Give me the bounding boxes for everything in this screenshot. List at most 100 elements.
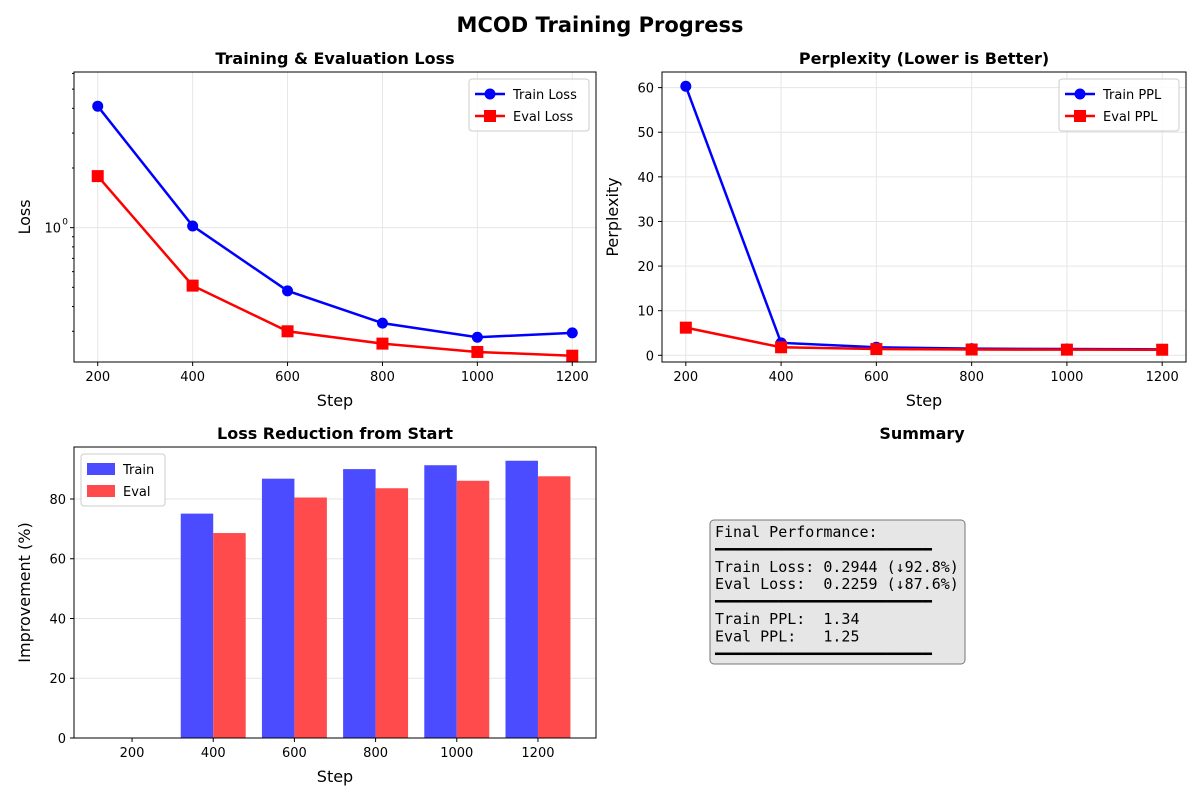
legend-box	[468, 78, 590, 132]
x-tick-label: 400	[201, 746, 226, 761]
bar	[537, 476, 571, 738]
legend-label: Eval Loss	[513, 110, 573, 125]
summary-line: ━━━━━━━━━━━━━━━━━━━━━━━━	[714, 593, 933, 611]
y-tick-label: 0	[646, 349, 654, 364]
data-point	[870, 343, 883, 356]
bar	[375, 488, 409, 738]
data-point	[187, 220, 199, 232]
y-tick-label: 40	[637, 171, 654, 186]
x-tick-label: 1000	[1050, 370, 1083, 385]
data-point	[566, 327, 578, 339]
y-tick-exponent: 0	[62, 218, 68, 228]
x-tick-label: 600	[275, 370, 300, 385]
y-tick-label: 60	[49, 553, 66, 568]
bar	[294, 497, 327, 738]
data-point	[679, 321, 692, 334]
summary-panel: Summary Final Performance:━━━━━━━━━━━━━━…	[709, 424, 966, 665]
y-axis-label: Perplexity	[603, 177, 622, 256]
series-line	[96, 175, 573, 357]
data-point	[1156, 343, 1169, 356]
data-point	[965, 343, 978, 356]
summary-line: Final Performance:	[715, 523, 878, 541]
x-tick-label: 600	[864, 370, 889, 385]
x-axis-label: Step	[317, 391, 353, 410]
y-tick-label: 20	[637, 260, 654, 275]
summary-line: Train Loss: 0.2944 (↓92.8%)	[715, 558, 959, 576]
legend-marker	[1074, 88, 1086, 100]
bar	[343, 469, 376, 738]
summary-text: Final Performance:━━━━━━━━━━━━━━━━━━━━━━…	[714, 523, 959, 663]
y-tick-label: 0	[58, 732, 66, 747]
chart-title: Perplexity (Lower is Better)	[799, 49, 1049, 68]
chart-title: Training & Evaluation Loss	[215, 49, 454, 68]
data-point	[282, 285, 294, 297]
axes-frame	[73, 71, 597, 363]
legend-label: Eval	[123, 485, 151, 500]
x-tick-label: 800	[959, 370, 984, 385]
legend-box	[1058, 78, 1180, 132]
data-point	[281, 325, 294, 338]
data-point	[471, 331, 483, 343]
chart-title: Loss Reduction from Start	[217, 424, 453, 443]
y-axis-label: Loss	[15, 199, 34, 234]
data-point	[91, 170, 104, 183]
data-point	[775, 341, 788, 354]
legend-label: Eval PPL	[1103, 110, 1158, 125]
figure-title: MCOD Training Progress	[457, 13, 744, 37]
x-tick-label: 1000	[440, 746, 473, 761]
y-tick-label: 10	[637, 305, 654, 320]
series-line	[685, 326, 1163, 351]
y-tick-label: 40	[49, 612, 66, 627]
bar	[505, 460, 538, 738]
loss-reduction-chart: 0 20 40 60 80 200 400 600 800 1000 1200 Loss Reduct…	[15, 424, 597, 786]
legend-marker	[1074, 110, 1086, 122]
x-tick-label: 200	[673, 370, 698, 385]
loss-chart: 200 400 600 800 1000 1200 10 0 Training & Evalua…	[15, 49, 597, 410]
legend-swatch	[87, 463, 115, 475]
x-axis-label: Step	[317, 767, 353, 786]
series-line	[96, 105, 573, 339]
legend-swatch	[87, 485, 115, 497]
axes-frame	[661, 71, 1187, 363]
bar	[180, 513, 214, 738]
y-tick-label: 30	[637, 215, 654, 230]
y-tick-label: 20	[49, 672, 66, 687]
summary-line: ━━━━━━━━━━━━━━━━━━━━━━━━	[714, 645, 933, 663]
x-axis-label: Step	[906, 391, 942, 410]
perplexity-chart: 200 400 600 800 1000 1200 0 10 20 30 40 50 60 Perplex…	[603, 49, 1187, 410]
data-point	[186, 279, 199, 292]
x-tick-label: 1000	[461, 370, 494, 385]
x-tick-label: 200	[120, 746, 145, 761]
bar	[213, 533, 246, 738]
x-tick-label: 1200	[521, 746, 554, 761]
x-tick-label: 400	[769, 370, 794, 385]
summary-line: Eval Loss: 0.2259 (↓87.6%)	[715, 575, 959, 593]
summary-line: Train PPL: 1.34	[715, 610, 860, 628]
summary-line: ━━━━━━━━━━━━━━━━━━━━━━━━	[714, 540, 933, 558]
summary-title: Summary	[879, 424, 965, 443]
legend-marker	[484, 110, 496, 122]
summary-line: Eval PPL: 1.25	[715, 627, 860, 645]
y-tick-label: 60	[637, 82, 654, 97]
axes-frame	[73, 446, 597, 739]
x-tick-label: 800	[370, 370, 395, 385]
legend-label: Train PPL	[1102, 88, 1162, 103]
bar	[424, 465, 457, 738]
data-point	[566, 349, 579, 362]
bar	[261, 478, 295, 738]
x-tick-label: 600	[282, 746, 307, 761]
x-tick-label: 800	[363, 746, 388, 761]
data-point	[471, 345, 484, 358]
data-point	[376, 317, 388, 329]
x-tick-label: 400	[180, 370, 205, 385]
bar	[456, 480, 490, 738]
legend-label: Train	[122, 463, 154, 478]
y-tick-label: 80	[49, 493, 66, 508]
data-point	[92, 100, 104, 112]
x-tick-label: 1200	[556, 370, 589, 385]
y-tick-label: 50	[637, 126, 654, 141]
x-tick-label: 1200	[1146, 370, 1179, 385]
y-tick-label: 10	[44, 222, 61, 237]
